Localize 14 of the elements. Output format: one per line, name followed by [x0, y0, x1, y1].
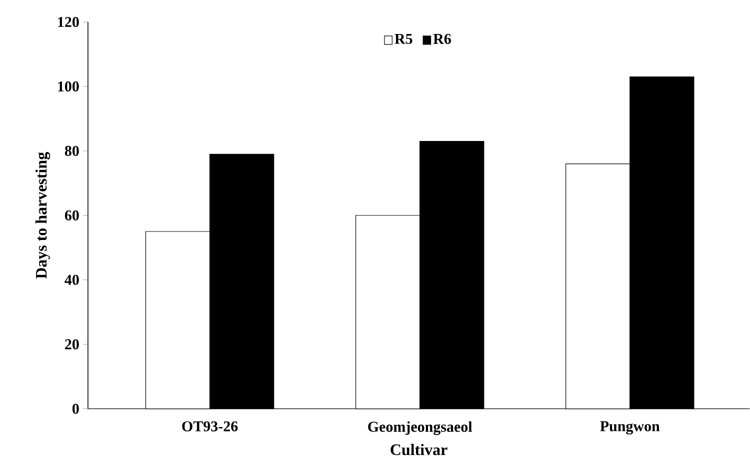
x-tick-label: OT93-26	[182, 421, 238, 432]
x-axis-title: Cultivar	[390, 444, 448, 456]
x-tick-label: Pungwon	[600, 421, 660, 435]
x-tick-label: Geomjeongsaeol	[368, 421, 472, 436]
y-axis-title: Days to harvesting	[35, 152, 50, 279]
y-tick-label: 60	[64, 210, 79, 221]
y-tick-label: 120	[58, 17, 79, 28]
y-tick-label: 80	[64, 146, 79, 156]
y-tick-label: 40	[64, 274, 79, 286]
y-tick-label: 20	[65, 339, 79, 350]
legend-label: R6	[433, 34, 451, 44]
legend-label: R5	[394, 34, 412, 44]
y-tick-label: 0	[72, 404, 79, 414]
y-tick-label: 100	[58, 82, 79, 92]
